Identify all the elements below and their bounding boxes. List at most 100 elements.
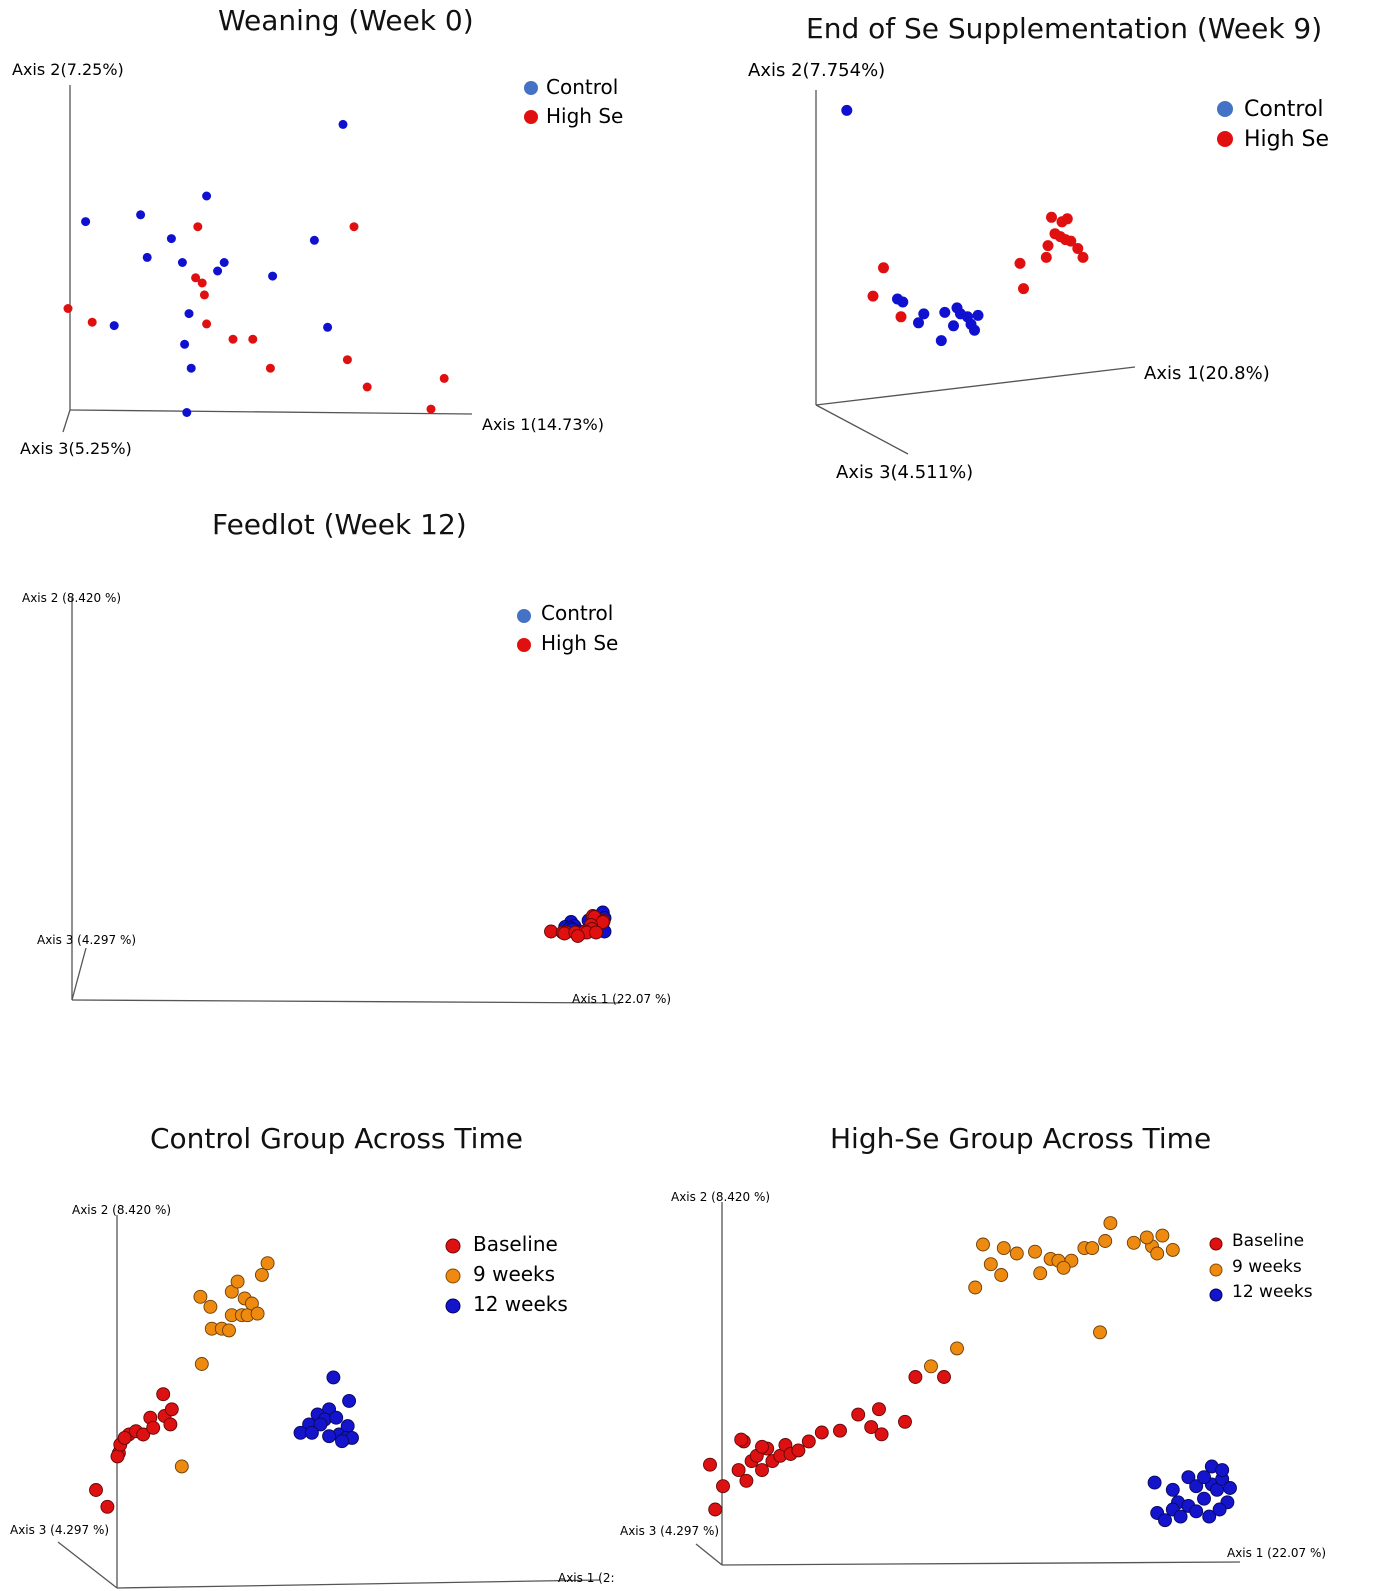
point-9-weeks — [230, 1274, 245, 1289]
point-control — [213, 266, 223, 276]
point-control — [202, 191, 212, 201]
data-points — [703, 1216, 1237, 1528]
point-high-se — [191, 273, 201, 283]
panel-week0: Weaning (Week 0) Axis 2(7.25%) Axis 1(14… — [0, 0, 680, 490]
point-baseline — [731, 1463, 746, 1478]
point-9-weeks — [1150, 1246, 1165, 1261]
point-high-se — [248, 334, 258, 344]
point-baseline — [156, 1387, 171, 1402]
axis1-label: Axis 1(14.73%) — [482, 415, 604, 434]
panel-control-time: Control Group Across Time Axis 2 (8.420 … — [0, 1110, 680, 1591]
point-9-weeks — [250, 1306, 265, 1321]
legend-swatch-9weeks — [1209, 1263, 1223, 1277]
data-points — [841, 104, 1089, 347]
legend-label-highse: High Se — [546, 104, 623, 128]
point-baseline — [874, 1427, 889, 1442]
point-9-weeks — [1165, 1242, 1180, 1257]
axis1-line — [69, 409, 473, 415]
legend-swatch-control — [1217, 101, 1233, 117]
plot-week12: Axis 2 (8.420 %) Axis 1 (22.07 %) Axis 3… — [22, 591, 671, 1006]
point-12-weeks — [1202, 1509, 1217, 1524]
point-control — [182, 408, 192, 417]
point-high-se — [589, 925, 604, 940]
point-control — [338, 119, 348, 129]
point-control — [323, 322, 333, 332]
point-12-weeks — [342, 1393, 357, 1408]
plot-control-time: Axis 2 (8.420 %) Axis 1 (2: Axis 3 (4.29… — [10, 1203, 615, 1589]
point-12-weeks — [1215, 1463, 1230, 1478]
point-12-weeks — [1197, 1491, 1211, 1506]
point-12-weeks — [1173, 1509, 1188, 1524]
legend: Control High Se — [1217, 97, 1329, 152]
point-9-weeks — [1033, 1266, 1048, 1281]
axis3-line — [815, 404, 909, 455]
point-high-se — [544, 924, 558, 939]
point-high-se — [228, 334, 238, 344]
point-control — [180, 339, 190, 349]
point-baseline — [100, 1499, 115, 1514]
point-9-weeks — [222, 1323, 236, 1338]
point-baseline — [89, 1483, 103, 1497]
point-12-weeks — [313, 1417, 328, 1432]
point-control — [948, 320, 959, 332]
point-12-weeks — [1158, 1513, 1172, 1528]
chart-title: End of Se Supplementation (Week 9) — [806, 12, 1323, 45]
point-9-weeks — [194, 1357, 209, 1371]
legend-swatch-baseline — [445, 1238, 461, 1254]
axis2-label: Axis 2 (8.420 %) — [671, 1190, 770, 1204]
point-9-weeks — [174, 1459, 189, 1474]
legend-swatch-highse — [517, 638, 531, 652]
legend-label-control: Control — [541, 601, 613, 625]
point-baseline — [708, 1502, 723, 1517]
legend-label-12weeks: 12 weeks — [473, 1292, 568, 1316]
point-9-weeks — [996, 1241, 1011, 1256]
point-9-weeks — [193, 1289, 208, 1304]
point-9-weeks — [254, 1267, 269, 1282]
point-baseline — [110, 1449, 125, 1464]
point-12-weeks — [340, 1419, 355, 1434]
point-high-se — [197, 278, 207, 288]
point-baseline — [136, 1427, 151, 1442]
axis2-label: Axis 2 (8.420 %) — [22, 591, 121, 605]
legend-label-9weeks: 9 weeks — [1232, 1257, 1302, 1277]
point-12-weeks — [329, 1410, 344, 1425]
point-9-weeks — [1155, 1228, 1170, 1243]
point-9-weeks — [1009, 1246, 1024, 1261]
axis3-label: Axis 3 (4.297 %) — [37, 933, 136, 947]
axis2-label: Axis 2 (8.420 %) — [72, 1203, 171, 1217]
plot-week9: Axis 2(7.754%) Axis 1(20.8%) Axis 3(4.51… — [748, 60, 1329, 483]
point-baseline — [814, 1425, 829, 1440]
point-baseline — [755, 1439, 769, 1454]
point-high-se — [202, 319, 212, 329]
axis1-label: Axis 1 (2: — [558, 1571, 615, 1585]
point-high-se — [439, 373, 449, 383]
point-control — [186, 363, 196, 373]
point-12-weeks — [1223, 1481, 1237, 1495]
point-baseline — [833, 1423, 847, 1438]
point-high-se — [1040, 251, 1052, 263]
axis3-label: Axis 3(5.25%) — [20, 439, 132, 458]
point-high-se — [87, 317, 97, 327]
point-control — [897, 296, 909, 308]
point-9-weeks — [968, 1280, 983, 1295]
point-9-weeks — [203, 1299, 218, 1314]
point-9-weeks — [976, 1237, 990, 1252]
point-12-weeks — [1147, 1475, 1162, 1490]
panel-week9: End of Se Supplementation (Week 9) Axis … — [680, 0, 1375, 500]
chart-title: Weaning (Week 0) — [218, 4, 474, 37]
legend: Control High Se — [517, 601, 618, 655]
legend-label-highse: High Se — [541, 631, 618, 655]
legend: Baseline 9 weeks 12 weeks — [1209, 1231, 1313, 1302]
point-9-weeks — [1103, 1216, 1118, 1231]
legend-label-control: Control — [1244, 97, 1324, 122]
point-9-weeks — [983, 1257, 998, 1272]
axis1-label: Axis 1(20.8%) — [1144, 363, 1270, 384]
legend-label-highse: High Se — [1244, 127, 1329, 152]
point-baseline — [703, 1457, 717, 1472]
point-12-weeks — [322, 1429, 337, 1444]
point-baseline — [801, 1434, 816, 1449]
point-9-weeks — [1098, 1234, 1113, 1248]
point-baseline — [164, 1402, 179, 1417]
legend-label-control: Control — [546, 75, 618, 99]
point-high-se — [349, 222, 359, 232]
